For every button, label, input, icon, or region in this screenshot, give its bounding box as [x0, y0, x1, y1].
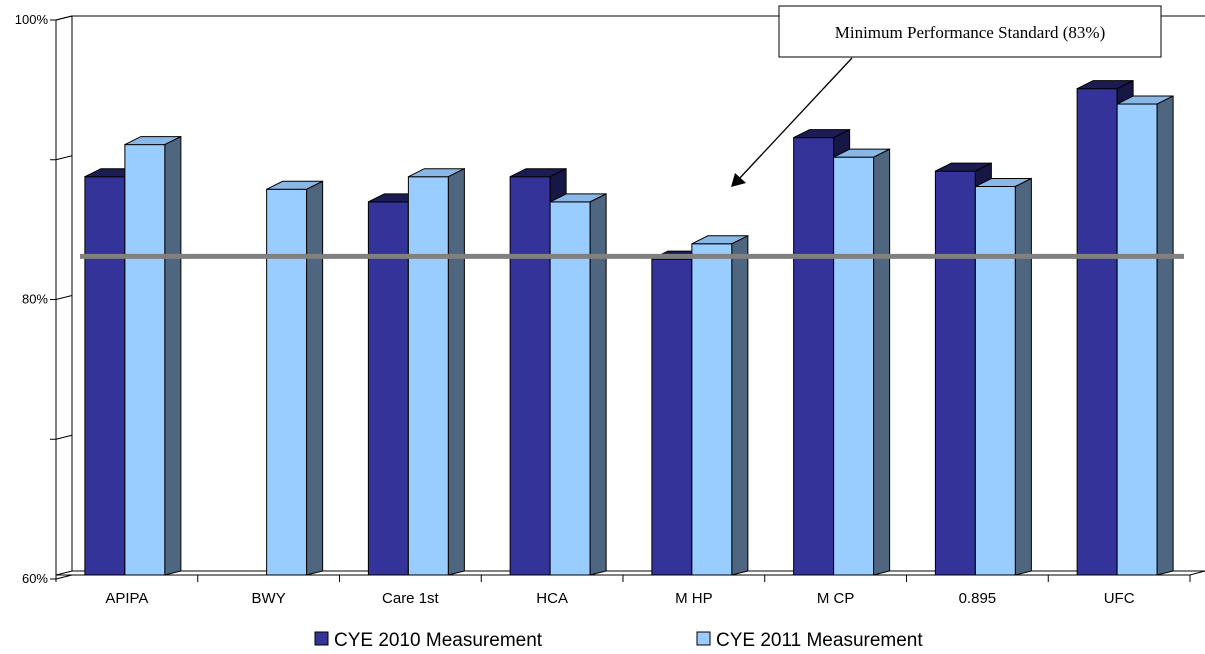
y-tick-connector — [55, 155, 73, 161]
x-category-label: UFC — [1104, 590, 1135, 607]
x-category-label: Care 1st — [382, 590, 440, 607]
callout: Minimum Performance Standard (83%) — [731, 5, 1162, 187]
x-category-label: M CP — [817, 590, 855, 607]
chart-walls — [55, 15, 1205, 575]
callout-box — [778, 5, 1162, 58]
x-category-label: BWY — [252, 590, 286, 607]
bar-cye2011 — [1116, 95, 1174, 576]
y-tick-connector — [55, 434, 73, 440]
y-tick-connector — [55, 295, 73, 300]
callout-arrowhead — [731, 173, 746, 187]
legend-swatch-cye2011 — [696, 631, 711, 646]
legend: CYE 2010 Measurement CYE 2011 Measuremen… — [314, 630, 923, 651]
bar-cye2011 — [691, 234, 749, 576]
y-tick-label: 60% — [22, 571, 48, 586]
y-tick-label: 100% — [15, 12, 49, 27]
bar-cye2011 — [833, 148, 891, 576]
bar-cye2011 — [407, 167, 465, 576]
callout-text: Minimum Performance Standard (83%) — [835, 23, 1106, 42]
x-category-label: M HP — [675, 590, 713, 607]
bars — [84, 79, 1174, 576]
y-tick-label: 80% — [22, 292, 48, 307]
bar-cye2011 — [266, 180, 324, 576]
x-category-label: HCA — [536, 590, 568, 607]
y-axis-ticks: 60% 80% 100% — [15, 12, 1191, 586]
legend-label-cye2010: CYE 2010 Measurement — [334, 630, 543, 651]
callout-arrow-line — [737, 57, 853, 181]
y-tick-connector — [55, 574, 73, 580]
chart-floor — [55, 570, 1205, 576]
bar-cye2011 — [974, 177, 1032, 576]
x-category-label: APIPA — [105, 590, 148, 607]
bar-cye2011 — [549, 193, 607, 576]
floor-plane — [55, 570, 1205, 576]
legend-label-cye2011: CYE 2011 Measurement — [716, 630, 923, 651]
y-tick-connector — [55, 15, 73, 21]
x-category-label: 0.895 — [959, 590, 997, 607]
legend-swatch-cye2010 — [314, 631, 329, 646]
bar-cye2011 — [124, 135, 182, 576]
x-axis-labels: APIPA BWY Care 1st HCA M HP M CP 0.895 UFC — [105, 590, 1134, 607]
